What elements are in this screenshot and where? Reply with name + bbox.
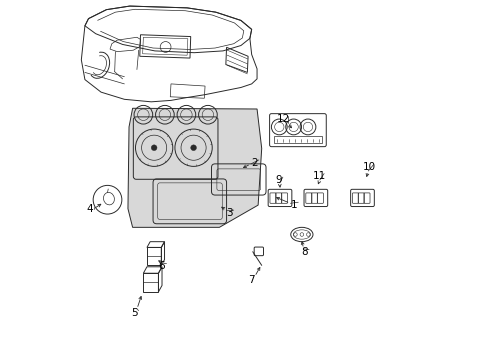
Bar (147, 247, 161, 265)
Text: 6: 6 (158, 261, 164, 271)
Text: 8: 8 (301, 247, 307, 257)
Text: 10: 10 (362, 162, 375, 172)
Text: 5: 5 (131, 309, 138, 318)
Text: 2: 2 (251, 158, 257, 168)
Text: 7: 7 (247, 275, 254, 285)
Text: 4: 4 (86, 204, 93, 215)
Text: 11: 11 (312, 171, 326, 181)
Text: 9: 9 (275, 175, 281, 185)
Circle shape (151, 145, 157, 150)
Bar (273, 136, 322, 143)
Circle shape (190, 145, 196, 150)
Text: 12: 12 (276, 114, 289, 124)
Polygon shape (128, 108, 261, 227)
Text: 3: 3 (225, 208, 232, 218)
Text: 1: 1 (290, 200, 297, 210)
Bar (143, 273, 158, 292)
